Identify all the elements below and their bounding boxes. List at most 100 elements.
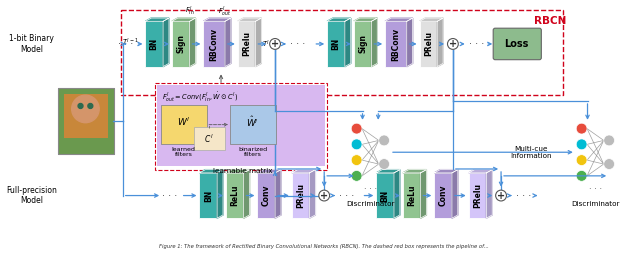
- Polygon shape: [486, 170, 492, 218]
- Polygon shape: [419, 18, 443, 21]
- Text: BN: BN: [204, 189, 212, 202]
- Circle shape: [351, 170, 362, 181]
- Circle shape: [351, 123, 362, 134]
- Text: · · ·: · · ·: [469, 39, 484, 49]
- FancyBboxPatch shape: [237, 21, 255, 67]
- FancyBboxPatch shape: [292, 173, 310, 218]
- Text: PRelu: PRelu: [296, 183, 305, 208]
- Text: · · ·: · · ·: [589, 185, 602, 194]
- Circle shape: [576, 155, 587, 166]
- Polygon shape: [225, 18, 231, 67]
- Circle shape: [72, 95, 99, 123]
- Polygon shape: [420, 170, 426, 218]
- Text: learnable matrix: learnable matrix: [213, 168, 273, 174]
- FancyBboxPatch shape: [58, 88, 114, 154]
- Polygon shape: [172, 18, 195, 21]
- Polygon shape: [437, 18, 443, 67]
- FancyBboxPatch shape: [193, 127, 225, 150]
- Text: Loss: Loss: [504, 39, 529, 49]
- Text: filters: filters: [244, 152, 261, 157]
- FancyBboxPatch shape: [376, 173, 394, 218]
- Text: Figure 1: The framework of Rectified Binary Convolutional Networks (RBCN). The d: Figure 1: The framework of Rectified Bin…: [159, 244, 489, 249]
- Circle shape: [447, 39, 458, 49]
- Text: PRelu: PRelu: [473, 183, 482, 208]
- Polygon shape: [371, 18, 377, 67]
- Circle shape: [351, 155, 362, 166]
- FancyBboxPatch shape: [64, 94, 108, 138]
- Circle shape: [319, 190, 330, 201]
- Polygon shape: [237, 18, 261, 21]
- Text: Conv: Conv: [438, 185, 447, 206]
- Polygon shape: [204, 18, 231, 21]
- Polygon shape: [310, 170, 316, 218]
- FancyBboxPatch shape: [257, 173, 275, 218]
- Polygon shape: [255, 18, 261, 67]
- FancyBboxPatch shape: [327, 21, 345, 67]
- FancyBboxPatch shape: [419, 21, 437, 67]
- Text: +: +: [271, 39, 279, 49]
- FancyBboxPatch shape: [161, 105, 207, 144]
- Text: BN: BN: [332, 38, 340, 50]
- Polygon shape: [354, 18, 377, 21]
- Text: Sign: Sign: [176, 35, 185, 54]
- Text: · · ·: · · ·: [364, 185, 377, 194]
- Text: $W^l$: $W^l$: [177, 115, 190, 128]
- Text: +: +: [497, 190, 505, 200]
- Polygon shape: [275, 170, 281, 218]
- FancyBboxPatch shape: [145, 21, 163, 67]
- FancyBboxPatch shape: [230, 105, 276, 144]
- Polygon shape: [468, 170, 492, 173]
- Text: RBConv: RBConv: [210, 27, 219, 60]
- Polygon shape: [385, 18, 413, 21]
- Circle shape: [88, 103, 93, 109]
- Text: Discriminator: Discriminator: [571, 201, 620, 207]
- FancyBboxPatch shape: [493, 28, 541, 60]
- Text: RBConv: RBConv: [392, 27, 401, 60]
- Text: Full-precision
Model: Full-precision Model: [6, 186, 57, 205]
- Circle shape: [379, 159, 390, 169]
- Polygon shape: [189, 18, 195, 67]
- FancyBboxPatch shape: [226, 173, 244, 218]
- Polygon shape: [403, 170, 426, 173]
- Text: BN: BN: [381, 189, 390, 202]
- Text: filters: filters: [175, 152, 193, 157]
- Text: RBCN: RBCN: [534, 16, 566, 26]
- Text: PRelu: PRelu: [424, 31, 433, 56]
- FancyBboxPatch shape: [468, 173, 486, 218]
- Circle shape: [604, 135, 614, 146]
- Polygon shape: [163, 18, 169, 67]
- Text: PRelu: PRelu: [242, 31, 251, 56]
- Polygon shape: [217, 170, 223, 218]
- Circle shape: [495, 190, 506, 201]
- Text: Conv: Conv: [262, 185, 271, 206]
- Text: · · ·: · · ·: [163, 190, 177, 200]
- Text: binarized: binarized: [238, 147, 267, 152]
- FancyBboxPatch shape: [385, 21, 407, 67]
- Text: Multi-cue
Information: Multi-cue Information: [510, 146, 551, 159]
- Text: $\hat{W}^l$: $\hat{W}^l$: [246, 114, 259, 129]
- Polygon shape: [145, 18, 169, 21]
- Circle shape: [269, 39, 280, 49]
- FancyBboxPatch shape: [200, 173, 217, 218]
- Text: · · ·: · · ·: [290, 39, 305, 49]
- Polygon shape: [434, 170, 458, 173]
- Polygon shape: [407, 18, 413, 67]
- Text: $T^l$: $T^l$: [262, 38, 270, 50]
- Text: Sign: Sign: [358, 35, 367, 54]
- Polygon shape: [394, 170, 400, 218]
- Polygon shape: [226, 170, 250, 173]
- FancyBboxPatch shape: [354, 21, 371, 67]
- Text: $T^{l-1}$: $T^{l-1}$: [122, 36, 138, 48]
- FancyBboxPatch shape: [204, 21, 225, 67]
- Text: +: +: [320, 190, 328, 200]
- Text: Discriminator: Discriminator: [346, 201, 395, 207]
- Circle shape: [576, 139, 587, 150]
- Text: +: +: [449, 39, 457, 49]
- Polygon shape: [452, 170, 458, 218]
- Polygon shape: [327, 18, 351, 21]
- Text: ReLu: ReLu: [407, 185, 416, 206]
- Text: $F^l_{out}$: $F^l_{out}$: [218, 5, 232, 18]
- Text: BN: BN: [150, 38, 159, 50]
- Text: · · ·: · · ·: [516, 190, 531, 200]
- Polygon shape: [200, 170, 223, 173]
